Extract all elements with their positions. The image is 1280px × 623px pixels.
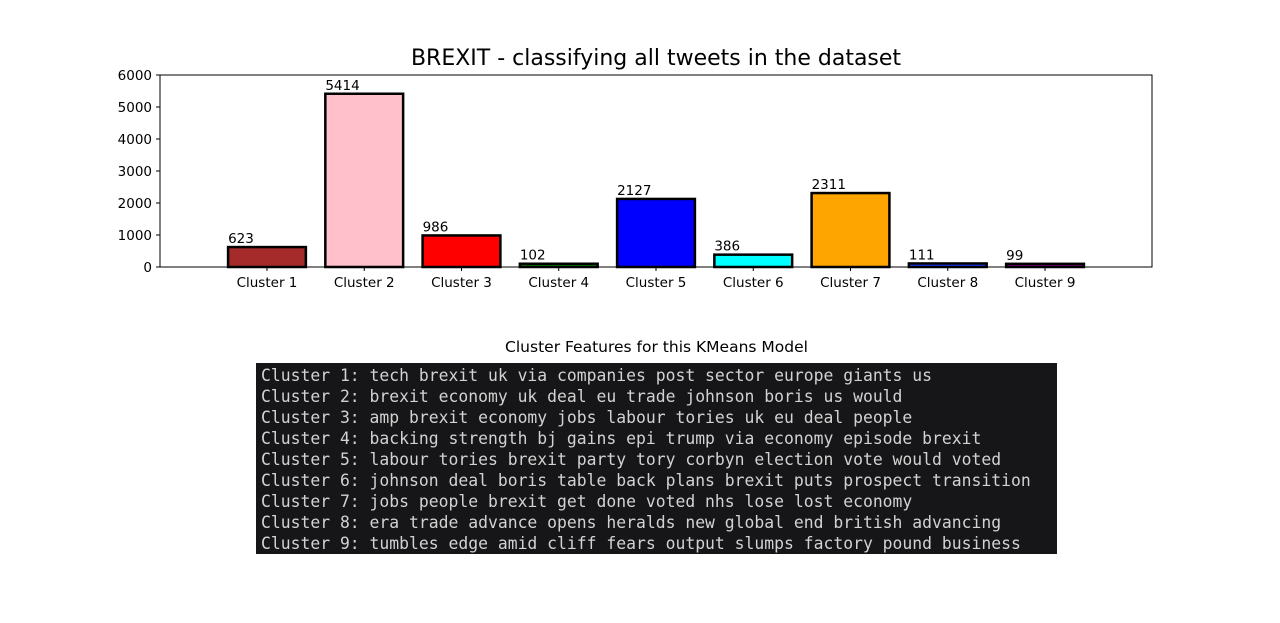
data-label-9: 99: [1006, 248, 1023, 264]
feature-line-1: Cluster 1: tech brexit uk via companies …: [261, 366, 933, 385]
feature-line-3: Cluster 3: amp brexit economy jobs labou…: [261, 408, 913, 427]
feature-line-8: Cluster 8: era trade advance opens heral…: [261, 513, 1002, 532]
chart-title: BREXIT - classifying all tweets in the d…: [411, 46, 901, 71]
bar-1: [226, 245, 308, 269]
y-tick-label-3: 3000: [118, 164, 152, 180]
data-label-4: 102: [520, 248, 546, 264]
axes: Cluster 1 Cluster 2 Cluster 3 Cluster 4 Clus…: [118, 68, 1153, 291]
feature-line-2: Cluster 2: brexit economy uk deal eu tra…: [261, 387, 903, 406]
bar-chart: BREXIT - classifying all tweets in the d…: [118, 46, 1153, 291]
bar-6: [713, 253, 794, 269]
x-tick-label-2: Cluster 2: [334, 275, 395, 291]
x-tick-label-3: Cluster 3: [431, 275, 492, 291]
bar-7: [810, 191, 891, 269]
y-tick-label-0: 0: [143, 260, 152, 276]
feature-line-6: Cluster 6: johnson deal boris table back…: [261, 471, 1031, 490]
data-label-3: 986: [423, 219, 449, 235]
feature-line-4: Cluster 4: backing strength bj gains epi…: [261, 429, 982, 448]
data-label-2: 5414: [325, 78, 359, 94]
bar-2: [324, 92, 405, 269]
plot-frame: [159, 74, 1153, 268]
data-label-6: 386: [714, 239, 740, 255]
bar-8: [907, 262, 988, 269]
y-tick-label-6: 6000: [118, 68, 152, 84]
x-tick-label-9: Cluster 9: [1015, 275, 1076, 291]
x-tick-label-4: Cluster 4: [528, 275, 589, 291]
bars-layer: 623 5414 986 102 2127 386 2311 111 99: [226, 78, 1086, 269]
x-tick-label-7: Cluster 7: [820, 275, 881, 291]
feature-line-7: Cluster 7: jobs people brexit get done v…: [261, 492, 913, 511]
bar-5: [615, 197, 697, 269]
x-tick-label-8: Cluster 8: [917, 275, 978, 291]
x-tick-label-5: Cluster 5: [626, 275, 687, 291]
feature-line-5: Cluster 5: labour tories brexit party to…: [261, 450, 1002, 469]
bar-3: [421, 234, 502, 269]
x-tick-label-1: Cluster 1: [237, 275, 298, 291]
y-tick-label-5: 5000: [118, 100, 152, 116]
data-label-7: 2311: [812, 177, 846, 193]
x-tick-label-6: Cluster 6: [723, 275, 784, 291]
y-tick-label-1: 1000: [118, 228, 152, 244]
data-label-1: 623: [228, 231, 254, 247]
y-tick-label-2: 2000: [118, 196, 152, 212]
feature-line-9: Cluster 9: tumbles edge amid cliff fears…: [261, 534, 1021, 553]
data-label-8: 111: [909, 247, 935, 263]
cluster-features-panel: Cluster 1: tech brexit uk via companies …: [256, 363, 1057, 554]
features-title: Cluster Features for this KMeans Model: [505, 338, 808, 356]
y-tick-label-4: 4000: [118, 132, 152, 148]
data-label-5: 2127: [617, 183, 651, 199]
